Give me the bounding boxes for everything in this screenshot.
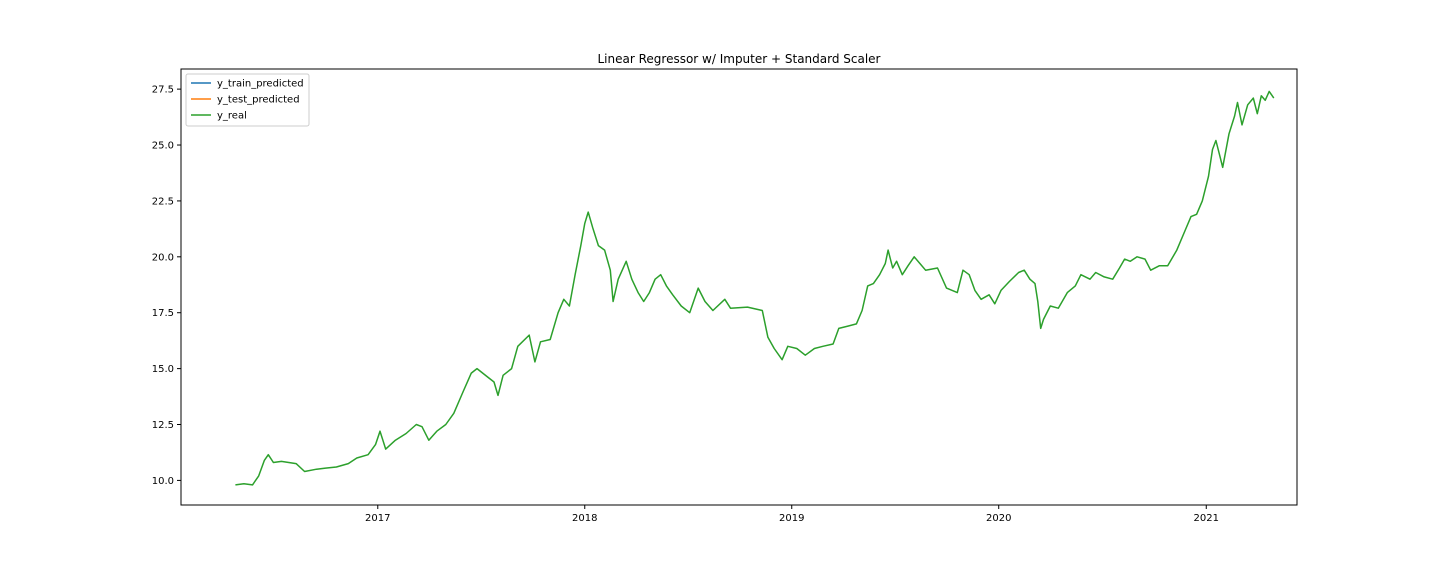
y-tick-label: 12.5 [152,420,174,431]
series-line-y-real [235,90,1275,486]
x-tick-label: 2018 [572,513,597,524]
x-tick-label: 2019 [779,513,804,524]
y-tick-label: 27.5 [152,85,174,96]
plot-area [180,68,1298,506]
x-tick-label: 2017 [365,513,390,524]
y-tick-label: 10.0 [152,476,174,487]
y-tick-label: 17.5 [152,308,174,319]
chart-title: Linear Regressor w/ Imputer + Standard S… [597,52,880,66]
series-lines [235,90,1275,486]
legend-label: y_real [217,111,247,122]
x-tick-label: 2020 [986,513,1011,524]
legend-frame [185,73,310,127]
legend-label: y_test_predicted [217,95,300,106]
y-axis: 10.0 12.5 15.0 17.5 20.0 22.5 25.0 27.5 [152,85,181,487]
legend: y_train_predicted y_test_predicted y_real [185,73,310,127]
x-axis: 2017 2018 2019 2020 2021 [365,505,1219,524]
y-tick-label: 22.5 [152,196,174,207]
x-tick-label: 2021 [1194,513,1219,524]
y-tick-label: 25.0 [152,141,174,152]
legend-label: y_train_predicted [217,79,304,90]
y-tick-label: 20.0 [152,252,174,263]
y-tick-label: 15.0 [152,364,174,375]
